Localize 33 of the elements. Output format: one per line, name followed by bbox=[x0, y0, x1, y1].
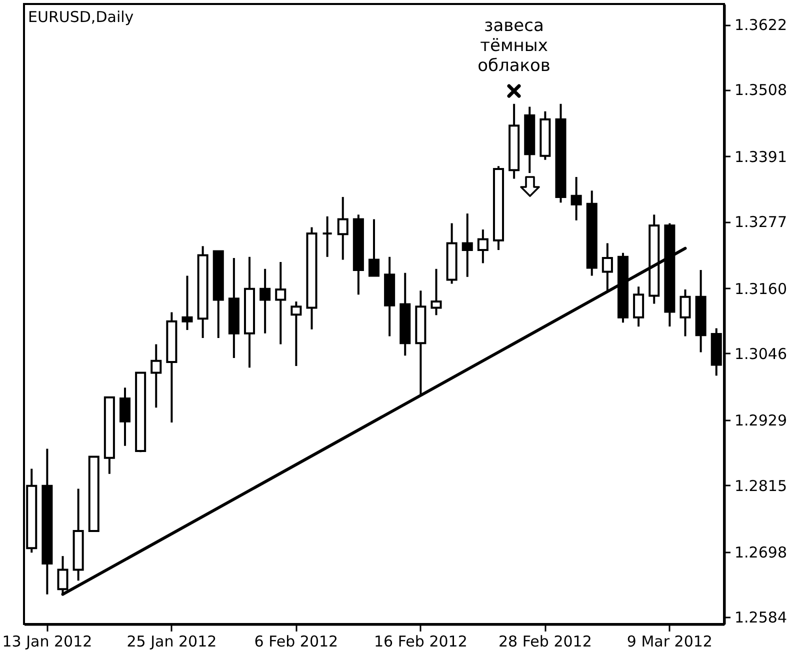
x-tick-label: 16 Feb 2012 bbox=[374, 632, 468, 650]
candlestick bbox=[680, 288, 691, 338]
candlestick bbox=[462, 212, 473, 278]
y-tick-label: 1.3277 bbox=[734, 213, 787, 232]
candlestick bbox=[119, 386, 131, 447]
candlestick bbox=[322, 215, 333, 258]
candlestick bbox=[430, 268, 442, 316]
annotation: завеса тёмных облаков bbox=[478, 16, 550, 76]
candlestick bbox=[633, 286, 644, 328]
x-tick-label: 25 Jan 2012 bbox=[126, 632, 217, 650]
candlestick bbox=[275, 261, 286, 346]
y-tick-label: 1.2815 bbox=[734, 476, 787, 495]
y-tick-label: 1.2698 bbox=[734, 544, 787, 562]
candlestick bbox=[290, 300, 302, 367]
candlestick bbox=[570, 176, 582, 222]
y-tick-label: 1.3391 bbox=[734, 148, 787, 166]
x-tick-label: 13 Jan 2012 bbox=[2, 632, 92, 650]
x-tick-label: 28 Feb 2012 bbox=[498, 632, 592, 650]
x-tick-label: 6 Feb 2012 bbox=[254, 632, 338, 650]
candlestick bbox=[368, 218, 380, 277]
candlestick bbox=[260, 268, 271, 334]
y-tick-label: 1.2929 bbox=[734, 412, 787, 430]
y-tick-label: 1.2584 bbox=[734, 608, 787, 627]
candlestick bbox=[477, 228, 488, 264]
candlestick bbox=[182, 274, 193, 331]
y-tick-label: 1.3046 bbox=[734, 344, 787, 363]
y-tick-label: 1.3622 bbox=[734, 16, 787, 34]
chart-title: EURUSD,Daily bbox=[28, 8, 134, 26]
candlestick bbox=[337, 196, 348, 261]
y-tick-label: 1.3160 bbox=[734, 280, 787, 298]
x-tick-label: 9 Mar 2012 bbox=[626, 632, 712, 650]
candlestick bbox=[150, 343, 162, 409]
y-tick-label: 1.3508 bbox=[734, 81, 787, 100]
